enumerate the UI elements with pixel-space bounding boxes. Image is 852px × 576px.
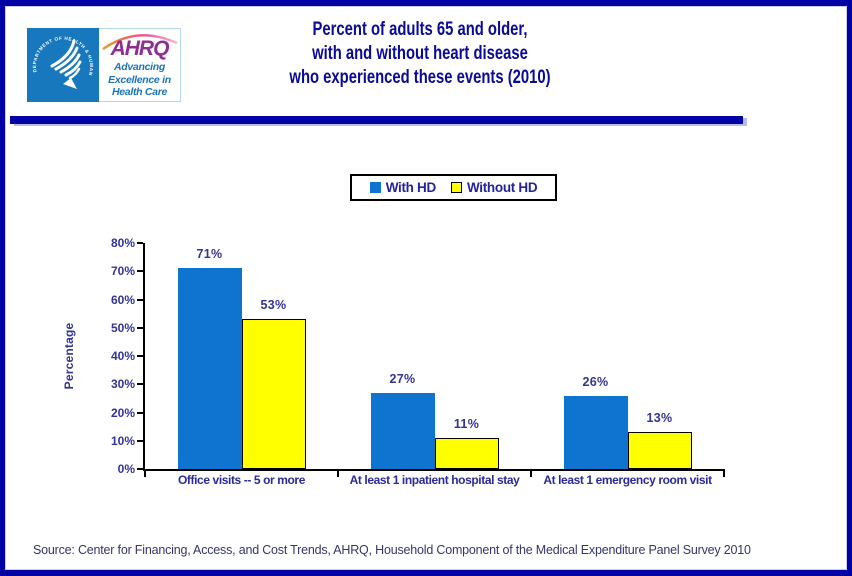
x-axis-category-label: Office visits -- 5 or more [178, 473, 305, 487]
y-axis-tick-label: 70% [110, 264, 135, 279]
y-axis-tick-mark [137, 298, 143, 301]
bar-without-hd [241, 319, 306, 469]
y-axis-tick-mark [137, 468, 143, 470]
y-axis-tick-label: 40% [110, 349, 135, 363]
bar-value-label: 71% [196, 247, 223, 262]
y-axis-tick-label: 20% [110, 405, 135, 420]
x-axis-tick-mark [530, 469, 532, 477]
bar-with-hd [370, 392, 435, 469]
hhs-eagle-icon [50, 39, 82, 89]
plot-area: 0% 10% 20% 30% 40% 50% 60% 70% 80% 71% 53% Office v… [111, 236, 725, 487]
ahrq-tagline: Advancing Excellence in Health Care [99, 61, 180, 99]
slide-title: Percent of adults 65 and older, with and… [237, 18, 604, 90]
legend-label: Without HD [466, 180, 538, 195]
x-axis-tick-mark [337, 469, 339, 477]
header-divider-bar [10, 116, 743, 124]
ahrq-tagline-line: Health Care [111, 86, 168, 98]
bar-value-label: 53% [260, 298, 287, 313]
y-axis-tick-mark [137, 242, 143, 244]
y-axis-tick-mark [137, 270, 143, 273]
legend-marker-without-hd [450, 182, 462, 193]
slide-title-line: who experienced these events (2010) [289, 67, 551, 88]
ahrq-tagline-line: Advancing [114, 61, 165, 73]
y-axis-tick-label: 10% [110, 433, 135, 448]
chart-legend: With HD Without HD [350, 174, 557, 201]
y-axis-tick-label: 0% [117, 462, 135, 476]
bar-value-label: 13% [646, 411, 673, 426]
y-axis-tick-label: 30% [110, 377, 135, 392]
legend-item-without-hd: Without HD [450, 180, 538, 195]
x-axis-tick-mark [144, 469, 146, 477]
ahrq-logo: AHRQ Advancing Excellence in Health Care [99, 28, 181, 102]
legend-marker-with-hd [369, 182, 381, 193]
y-axis-tick-label: 80% [110, 236, 135, 250]
y-axis-tick-mark [137, 326, 143, 329]
bar-without-hd [627, 432, 692, 469]
ahrq-tagline-line: Excellence in [108, 73, 171, 86]
slide-title-line: Percent of adults 65 and older, [312, 19, 528, 40]
bar-value-label: 26% [582, 374, 609, 389]
bar-without-hd [434, 437, 499, 469]
y-axis-title: Percentage [62, 322, 76, 390]
y-axis-tick-mark [137, 383, 143, 386]
y-axis-tick-mark [137, 411, 143, 414]
bar-value-label: 11% [453, 416, 480, 431]
slide-title-line: with and without heart disease [312, 43, 528, 64]
bar-with-hd [177, 268, 242, 469]
bar-with-hd [563, 395, 628, 469]
hhs-logo: DEPARTMENT OF HEALTH & HUMAN SERVICES • … [27, 28, 99, 102]
y-axis-tick-mark [137, 355, 143, 357]
x-axis-category-label: At least 1 inpatient hospital stay [349, 473, 520, 487]
bar-value-label: 27% [389, 371, 416, 386]
ahrq-rainbow-arc-icon [102, 34, 178, 50]
legend-item-with-hd: With HD [369, 180, 437, 195]
legend-label: With HD [385, 180, 437, 195]
ahrq-wordmark: AHRQ [110, 37, 170, 60]
y-axis-tick-mark [137, 439, 143, 442]
y-axis-tick-label: 50% [110, 320, 135, 335]
x-axis-tick-mark [723, 469, 725, 477]
y-axis-tick-label: 60% [110, 292, 135, 307]
x-axis-category-label: At least 1 emergency room visit [543, 473, 712, 487]
source-citation: Source: Center for Financing, Access, an… [33, 543, 751, 557]
